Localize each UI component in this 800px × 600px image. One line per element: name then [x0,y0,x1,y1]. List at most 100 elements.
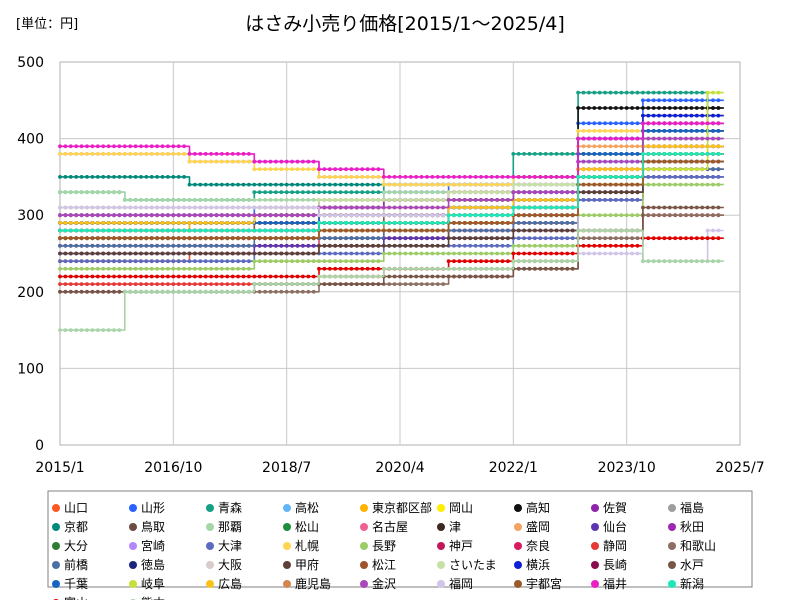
data-point [160,251,165,256]
data-point [182,243,187,248]
data-point [198,182,203,187]
data-point [533,228,537,233]
data-point [441,182,446,187]
data-point [333,190,338,195]
data-point [684,182,688,187]
data-point [635,167,640,172]
data-point [581,190,586,195]
data-point [565,266,570,271]
data-point [581,144,586,149]
data-point [263,190,267,195]
data-point [565,182,570,187]
data-point [327,259,332,264]
data-point [678,182,683,187]
data-point [403,274,408,279]
data-point [673,113,678,118]
data-point [646,113,651,118]
data-point [408,282,413,286]
data-point [149,198,154,202]
data-point [101,251,106,256]
data-point [689,205,694,210]
data-point [149,266,154,271]
data-point [657,205,661,210]
data-point [128,221,133,225]
data-point [560,236,564,241]
data-point [608,144,613,149]
data-point [689,98,694,103]
data-point [149,175,154,179]
data-point [279,221,284,225]
data-point [117,152,122,156]
data-point [279,289,284,294]
data-point [570,182,575,187]
data-point [495,236,499,241]
data-point [705,90,710,95]
data-point [468,243,473,248]
data-point [441,282,446,286]
data-point [624,144,629,149]
data-point [349,175,354,179]
data-point [462,251,467,256]
data-point [166,282,170,286]
data-point [624,152,629,156]
data-point [630,198,634,202]
data-point [220,266,224,271]
data-point [236,221,241,225]
data-point [306,251,311,256]
data-point [133,243,138,248]
data-point [160,266,165,271]
data-point [247,159,251,164]
data-point [268,182,273,187]
data-point [376,259,381,264]
data-point [479,205,483,210]
data-point [263,251,267,256]
data-point [414,243,419,248]
data-point [274,221,278,225]
data-point [495,243,499,248]
data-point [220,221,224,225]
data-point [279,259,284,264]
data-point [112,266,116,271]
data-point [338,190,343,195]
data-point [317,259,321,264]
data-point [711,205,715,210]
data-point [473,182,478,187]
data-point [338,198,343,202]
data-point [646,205,651,210]
data-point [624,198,629,202]
data-point [678,90,683,95]
data-point [452,182,456,187]
data-point [527,236,532,241]
data-point [565,243,570,248]
data-point [506,243,510,248]
data-point [79,251,84,256]
data-point [247,259,251,264]
data-point [139,259,143,264]
data-point [543,221,548,225]
data-point [371,251,375,256]
series-layer [58,90,724,332]
data-point [333,243,338,248]
data-point [74,282,79,286]
data-point [587,129,591,133]
data-point [608,167,613,172]
data-point [155,198,160,202]
data-point [662,113,667,118]
data-point [657,90,661,95]
data-point [473,274,478,279]
data-point [533,152,537,156]
data-point [700,90,705,95]
data-point [268,198,273,202]
data-point [144,175,149,179]
data-point [171,251,176,256]
data-point [182,266,187,271]
data-point [489,228,494,233]
data-point [630,106,634,110]
data-point [468,205,473,210]
data-point [241,198,246,202]
data-point [533,221,537,225]
data-point [619,121,624,126]
data-point [398,274,402,279]
data-point [322,190,327,195]
data-point [257,167,262,172]
